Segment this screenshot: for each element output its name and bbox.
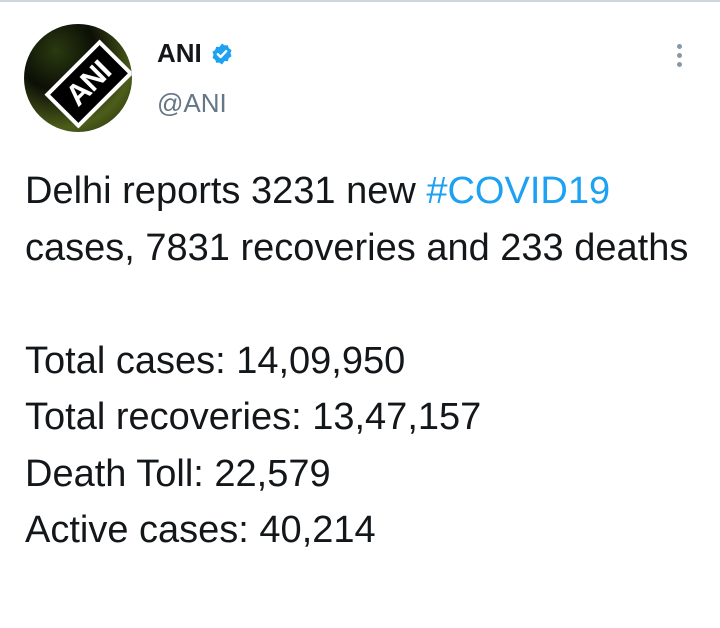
author-name-row[interactable]: ANI — [157, 38, 234, 69]
hashtag-link[interactable]: #COVID19 — [426, 170, 611, 212]
stat-total-recoveries: Total recoveries: 13,47,157 — [25, 396, 482, 438]
more-options-icon[interactable] — [672, 44, 686, 74]
verified-badge-icon — [212, 43, 232, 64]
stat-active-cases: Active cases: 40,214 — [25, 509, 376, 551]
author-name[interactable]: ANI — [157, 38, 202, 68]
author-handle[interactable]: @ANI — [157, 88, 227, 118]
stat-total-cases: Total cases: 14,09,950 — [25, 339, 406, 382]
ani-logo: ANI — [44, 39, 132, 129]
headline-text-rest: cases, 7831 recoveries and 233 deaths — [25, 226, 689, 269]
top-divider — [0, 0, 720, 2]
tweet-text: Delhi reports 3231 new #COVID19 cases, 7… — [25, 163, 715, 559]
headline-text: Delhi reports 3231 new — [25, 170, 427, 212]
tweet-headline: Delhi reports 3231 new #COVID19 cases, 7… — [25, 163, 715, 276]
avatar[interactable]: ANI — [24, 24, 132, 132]
stat-death-toll: Death Toll: 22,579 — [25, 452, 331, 495]
